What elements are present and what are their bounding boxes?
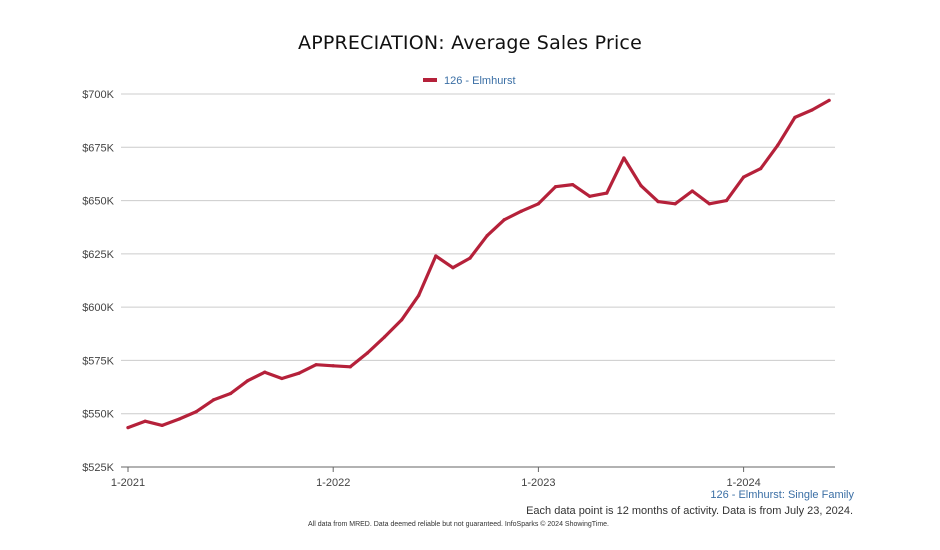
data-point xyxy=(605,191,609,195)
data-point xyxy=(536,202,541,206)
data-point xyxy=(160,423,164,428)
chart-title: APPRECIATION: Average Sales Price xyxy=(298,32,642,54)
data-point xyxy=(810,108,814,112)
y-tick-label: $625K xyxy=(82,249,114,261)
data-point xyxy=(331,364,335,368)
data-point xyxy=(656,200,660,204)
x-tick-label: 1-2023 xyxy=(521,477,555,489)
series-line-elmhurst xyxy=(126,98,831,430)
y-tick-label: $575K xyxy=(82,355,114,367)
x-tick-label: 1-2022 xyxy=(316,477,350,489)
data-point xyxy=(400,318,404,322)
y-tick-label: $550K xyxy=(82,409,114,421)
gridlines xyxy=(121,93,835,468)
data-point xyxy=(229,391,233,396)
data-point xyxy=(280,376,284,381)
data-point xyxy=(502,218,506,222)
data-point xyxy=(485,234,489,238)
footnote: Each data point is 12 months of activity… xyxy=(526,505,853,517)
data-point xyxy=(143,419,147,423)
y-axis: $700K $675K $650K $625K $600K $575K $550K $525K xyxy=(82,89,114,474)
y-tick-label: $600K xyxy=(82,302,114,314)
data-point xyxy=(434,254,438,258)
data-point xyxy=(622,156,626,160)
disclaimer: All data from MRED. Data deemed reliable… xyxy=(308,521,610,528)
data-point xyxy=(177,417,181,421)
data-point xyxy=(673,202,677,206)
data-point xyxy=(776,143,780,147)
data-point xyxy=(588,194,592,198)
data-point xyxy=(417,293,421,298)
data-point xyxy=(571,182,575,187)
data-point xyxy=(707,202,712,206)
legend[interactable]: 126 - Elmhurst xyxy=(423,75,516,87)
data-point xyxy=(365,351,369,355)
data-point xyxy=(348,365,352,369)
y-tick-label: $675K xyxy=(82,142,114,154)
series-layer xyxy=(126,98,831,430)
y-tick-label: $525K xyxy=(82,462,114,474)
data-point xyxy=(468,256,472,260)
data-point xyxy=(263,370,267,374)
data-point xyxy=(724,198,729,203)
data-point xyxy=(211,398,216,402)
data-point xyxy=(246,379,250,383)
x-tick-label: 1-2021 xyxy=(111,477,145,489)
legend-label[interactable]: 126 - Elmhurst xyxy=(444,75,516,87)
data-point xyxy=(759,167,763,171)
data-point xyxy=(827,98,831,102)
y-tick-label: $700K xyxy=(82,89,114,101)
data-point xyxy=(690,189,694,193)
data-point xyxy=(742,175,746,179)
data-point xyxy=(451,266,455,270)
data-point xyxy=(793,115,797,120)
data-point xyxy=(382,335,387,339)
series-subtitle: 126 - Elmhurst: Single Family xyxy=(710,489,854,501)
x-axis: 1-2021 1-2022 1-2023 1-2024 xyxy=(111,467,761,489)
data-point xyxy=(519,209,523,213)
data-point xyxy=(553,185,558,189)
x-tick-label: 1-2024 xyxy=(726,477,760,489)
data-point xyxy=(639,184,643,188)
y-tick-label: $650K xyxy=(82,196,114,208)
data-point xyxy=(297,371,301,375)
data-point xyxy=(314,363,318,367)
data-point xyxy=(126,425,130,430)
data-point xyxy=(194,409,198,414)
